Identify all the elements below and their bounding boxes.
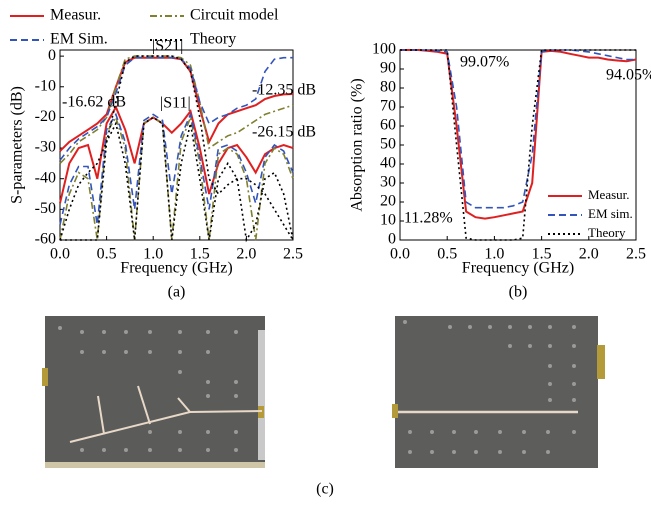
series-line (59, 55, 294, 164)
legend-label: Circuit model (190, 7, 279, 24)
y-tick-label: 0 (48, 47, 56, 64)
legend-label: Measur. (588, 187, 630, 202)
y-tick-label: 50 (380, 136, 396, 153)
y-tick-label: 70 (380, 98, 396, 115)
series-line (59, 56, 293, 161)
x-tick-label: 0.0 (390, 246, 410, 263)
x-tick-label: 1.0 (484, 246, 504, 263)
x-tick-label: 1.0 (143, 246, 163, 263)
y-tick-label: 10 (380, 212, 396, 229)
y-tick-label: -20 (35, 108, 56, 125)
annotation: 99.07% (460, 54, 509, 71)
x-tick-label: 0.0 (50, 246, 70, 263)
y-tick-label: 90 (380, 60, 396, 77)
y-tick-label: 30 (380, 174, 396, 191)
x-tick-label: 0.5 (437, 246, 457, 263)
x-axis-title: Frequency (GHz) (462, 260, 574, 277)
photo-left (42, 316, 265, 468)
y-tick-label: -60 (35, 231, 56, 248)
legend-label: EM Sim. (50, 31, 108, 48)
y-tick-label: 100 (372, 41, 396, 58)
series-line (59, 55, 294, 241)
y-tick-label: -30 (35, 139, 56, 156)
legend-label: Measur. (50, 7, 101, 24)
annotation: -16.62 dB (62, 94, 126, 111)
y-tick-label: 0 (388, 231, 396, 248)
y-tick-label: 20 (380, 193, 396, 210)
caption: (b) (509, 284, 528, 301)
y-tick-label: 80 (380, 79, 396, 96)
series-line (59, 111, 294, 225)
x-axis-title: Frequency (GHz) (120, 260, 232, 277)
legend-label: EM sim. (588, 206, 633, 221)
x-tick-label: 0.5 (97, 246, 117, 263)
series-line (59, 104, 294, 204)
annotation: -12.35 dB (252, 82, 316, 99)
caption: (a) (168, 284, 186, 301)
series-line (400, 49, 636, 209)
annotation: |S11| (160, 95, 191, 112)
x-tick-label: 2.0 (579, 246, 599, 263)
y-tick-label: -10 (35, 77, 56, 94)
annotation: |S21| (152, 38, 183, 55)
y-tick-label: 40 (380, 155, 396, 172)
series-line (60, 116, 294, 243)
annotation: 94.05% (606, 67, 651, 84)
y-tick-label: -50 (35, 200, 56, 217)
caption: (c) (316, 481, 334, 498)
legend-label: Theory (190, 31, 236, 48)
y-axis-title: S-parameters (dB) (9, 86, 26, 204)
photo-right (392, 316, 605, 468)
annotation: 11.28% (404, 210, 453, 227)
x-tick-label: 1.5 (532, 246, 552, 263)
series-line (400, 49, 637, 220)
legend-label: Theory (588, 225, 626, 240)
y-axis-title: Absorption ratio (%) (349, 78, 366, 211)
annotation: -26.15 dB (252, 124, 316, 141)
plot-frame (59, 49, 294, 241)
x-tick-label: 2.5 (283, 246, 303, 263)
y-tick-label: 60 (380, 117, 396, 134)
y-tick-label: -40 (35, 169, 56, 186)
x-tick-label: 2.0 (236, 246, 256, 263)
x-tick-label: 2.5 (626, 246, 646, 263)
x-tick-label: 1.5 (190, 246, 210, 263)
